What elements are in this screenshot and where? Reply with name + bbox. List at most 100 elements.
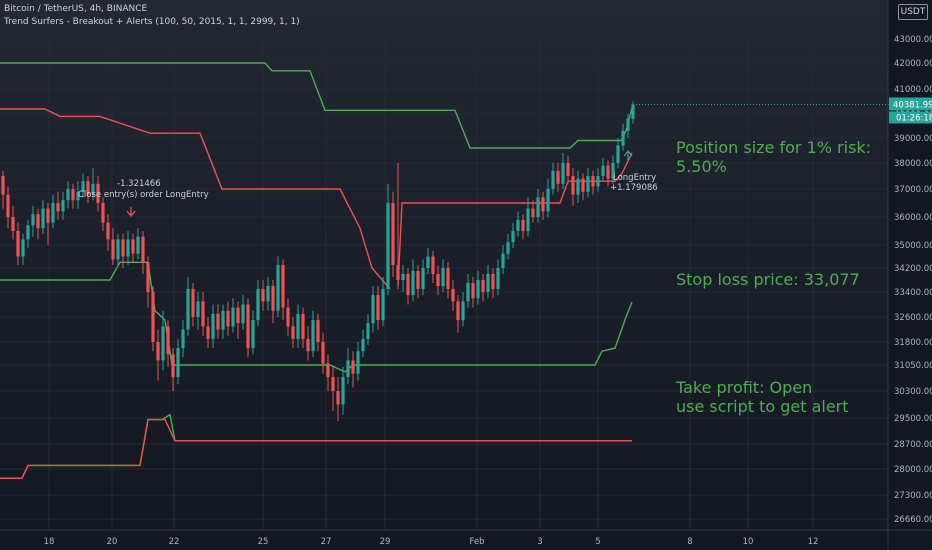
- candle-body: [16, 231, 20, 257]
- candle-body: [226, 310, 230, 327]
- candle-body: [511, 231, 515, 243]
- candle-body: [121, 239, 125, 257]
- candle-body: [406, 274, 410, 296]
- candle-body: [486, 274, 490, 292]
- time-tick-label: 5: [595, 537, 600, 547]
- candle-body: [111, 239, 115, 260]
- current-price-marker: [889, 97, 932, 111]
- candle-body: [61, 200, 65, 212]
- candle-body: [71, 189, 75, 201]
- candle-body: [56, 203, 60, 212]
- candle-body: [331, 377, 335, 391]
- candle-body: [446, 268, 450, 289]
- price-tick-label: 28700.00: [894, 440, 932, 450]
- chart-legend: Bitcoin / TetherUS, 4h, BINANCE Trend Su…: [4, 3, 300, 29]
- time-tick-label: 20: [107, 537, 118, 547]
- candle-body: [531, 208, 535, 217]
- candle-body: [566, 163, 570, 176]
- candle-body: [551, 170, 555, 189]
- candle-body: [181, 329, 185, 349]
- candle-body: [606, 165, 610, 179]
- price-tick-label: 39000.00: [894, 134, 932, 144]
- candle-body: [426, 256, 430, 268]
- candle-body: [6, 194, 10, 217]
- candle-body: [451, 289, 455, 302]
- candle-body: [21, 239, 25, 257]
- time-tick-label: 25: [258, 537, 269, 547]
- candle-body: [86, 181, 90, 195]
- indicator-title[interactable]: Trend Surfers - Breakout + Alerts (100, …: [4, 17, 300, 27]
- candle-body: [591, 176, 595, 187]
- upper-channel-line: [0, 62, 633, 149]
- candle-body: [351, 360, 355, 374]
- candle-body: [391, 203, 395, 266]
- time-tick-label: 22: [169, 537, 180, 547]
- candle-body: [246, 304, 250, 349]
- time-tick-label: 29: [380, 537, 391, 547]
- entry-value-label: +1.179086: [610, 183, 658, 193]
- candle-body: [66, 189, 70, 201]
- candle-body: [461, 301, 465, 321]
- exit-value-label: -1.321466: [117, 179, 161, 189]
- candle-body: [321, 342, 325, 364]
- time-tick-label: 18: [44, 537, 55, 547]
- price-tick-label: 28000.00: [894, 465, 932, 475]
- candle-body: [131, 239, 135, 254]
- candle-body: [96, 183, 100, 203]
- candle-body: [101, 203, 105, 223]
- exit-arrow-icon: [126, 207, 136, 217]
- candle-body: [141, 236, 145, 263]
- candle-body: [156, 342, 160, 361]
- currency-badge[interactable]: USDT: [898, 4, 928, 20]
- exit-order-label: Close entry(s) order LongEntry: [78, 190, 209, 200]
- candle-body: [616, 145, 620, 163]
- countdown-marker: [889, 111, 932, 124]
- candle-body: [436, 274, 440, 286]
- candle-body: [361, 338, 365, 352]
- candle-body: [421, 268, 425, 289]
- price-axis[interactable]: 43000.0042000.0041000.0040000.0039000.00…: [636, 0, 932, 550]
- candle-body: [341, 377, 345, 405]
- candle-body: [416, 271, 420, 289]
- candle-body: [491, 274, 495, 289]
- price-tick-label: 31050.00: [894, 361, 932, 371]
- candle-body: [586, 176, 590, 192]
- lower-channel-line: [0, 261, 633, 373]
- candle-body: [626, 118, 630, 131]
- candle-body: [31, 214, 35, 226]
- candle-body: [536, 197, 540, 217]
- candle-body: [296, 313, 300, 339]
- candle-body: [276, 265, 280, 311]
- candle-body: [386, 203, 390, 289]
- candle-body: [411, 271, 415, 296]
- candle-body: [396, 265, 400, 280]
- candle-body: [76, 191, 80, 201]
- candle-body: [36, 214, 40, 229]
- candle-body: [571, 176, 575, 195]
- candle-body: [196, 301, 200, 317]
- candle-body: [211, 313, 215, 339]
- candle-body: [596, 176, 600, 187]
- symbol-title[interactable]: Bitcoin / TetherUS, 4h, BINANCE: [4, 4, 148, 14]
- candle-body: [576, 178, 580, 195]
- time-tick-label: 8: [687, 537, 692, 547]
- candle-body: [311, 320, 315, 352]
- candle-body: [216, 313, 220, 330]
- candle-body: [316, 320, 320, 342]
- price-tick-label: 41000.00: [894, 85, 932, 95]
- candle-body: [176, 348, 180, 378]
- candle-body: [126, 239, 130, 257]
- candle-body: [256, 289, 260, 321]
- candle-body: [376, 295, 380, 321]
- candle-body: [346, 360, 350, 378]
- candle-body: [206, 326, 210, 339]
- candle-body: [366, 323, 370, 339]
- candle-body: [561, 163, 565, 184]
- candle-body: [301, 313, 305, 339]
- time-axis-background: [0, 530, 932, 550]
- time-tick-label: Feb: [469, 537, 484, 547]
- price-tick-label: 26660.00: [894, 515, 932, 525]
